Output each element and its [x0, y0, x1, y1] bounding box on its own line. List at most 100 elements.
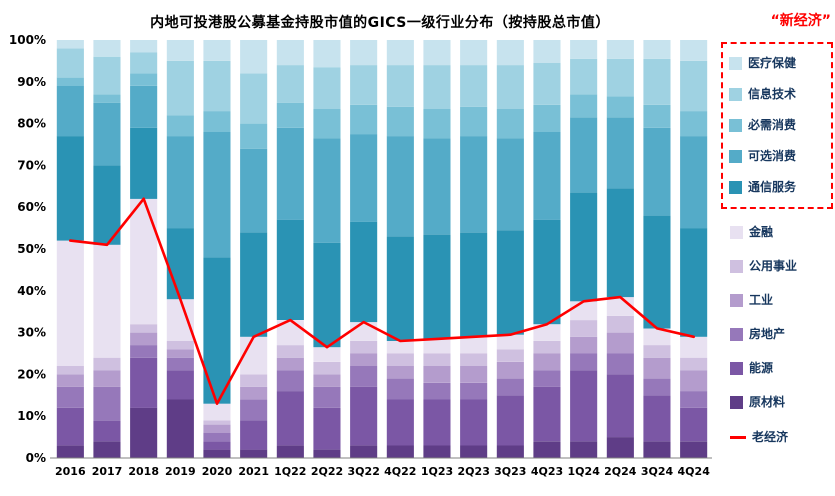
- bar-segment-utilities: [276, 345, 304, 358]
- y-tick-label: 0%: [26, 451, 46, 465]
- bar-segment-cons-staples: [130, 73, 158, 86]
- bar-segment-energy: [56, 407, 84, 446]
- x-category-label: 4Q23: [531, 465, 563, 478]
- bar-segment-utilities: [496, 349, 524, 362]
- bar-segment-financials: [130, 198, 158, 325]
- bar-segment-industrials: [313, 374, 341, 387]
- x-category-label: 2Q22: [311, 465, 343, 478]
- bar-segment-real-estate: [56, 386, 84, 408]
- bar-segment-healthcare: [350, 40, 378, 66]
- bar-segment-financials: [203, 403, 231, 421]
- bar-segment-comm-services: [460, 232, 488, 337]
- bar-segment-industrials: [56, 374, 84, 387]
- y-tick-label: 30%: [17, 326, 46, 340]
- y-tick-label: 60%: [17, 200, 46, 214]
- bar-segment-info-tech: [680, 60, 708, 112]
- bar-segment-real-estate: [93, 386, 121, 421]
- x-category-label: 4Q24: [678, 465, 711, 478]
- x-category-label: 4Q22: [384, 465, 416, 478]
- bar-segment-financials: [350, 322, 378, 341]
- bar-segment-comm-services: [350, 221, 378, 323]
- bar-segment-cons-disc: [496, 138, 524, 231]
- legend-swatch: [730, 362, 743, 375]
- bar-segment-cons-disc: [56, 86, 84, 137]
- bar-segment-industrials: [423, 366, 451, 383]
- bar-segment-cons-disc: [166, 136, 194, 229]
- bar-segment-utilities: [166, 341, 194, 350]
- bar-segment-utilities: [423, 353, 451, 366]
- bar-segment-industrials: [276, 357, 304, 371]
- legend-item: 通信服务: [729, 180, 825, 195]
- legend-label: 通信服务: [748, 180, 797, 194]
- bar-segment-cons-staples: [240, 123, 268, 149]
- chart-title: 内地可投港股公募基金持股市值的GICS一级行业分布（按持股总市值）: [150, 15, 610, 31]
- legend: 医疗保健 信息技术 必需消费 可选消费 通信服务 金融 公用事业 工业 房地产 能源 原材料 老经…: [721, 42, 833, 445]
- bar-segment-info-tech: [423, 65, 451, 109]
- x-category-label: 2019: [165, 465, 196, 478]
- bar-segment-real-estate: [643, 378, 671, 396]
- bar-segment-real-estate: [423, 382, 451, 400]
- bar-segment-info-tech: [533, 63, 561, 105]
- legend-item: 工业: [730, 293, 833, 308]
- bar-segment-info-tech: [643, 58, 671, 105]
- bar-segment-real-estate: [130, 345, 158, 358]
- bar-segment-industrials: [350, 353, 378, 366]
- x-category-label: 2018: [128, 465, 159, 478]
- bar-segment-materials: [313, 449, 341, 458]
- bar-segment-materials: [460, 445, 488, 458]
- bar-segment-materials: [570, 441, 598, 458]
- bar-segment-comm-services: [56, 136, 84, 241]
- bar-segment-energy: [276, 391, 304, 446]
- x-category-label: 3Q24: [641, 465, 674, 478]
- bar-segment-info-tech: [496, 65, 524, 109]
- bar-segment-healthcare: [386, 40, 414, 66]
- bar-segment-industrials: [460, 366, 488, 383]
- bar-segment-cons-staples: [680, 111, 708, 137]
- bar-segment-utilities: [643, 345, 671, 358]
- bar-segment-industrials: [643, 357, 671, 379]
- y-tick-label: 90%: [17, 75, 46, 89]
- bar-segment-cons-disc: [130, 86, 158, 128]
- bar-segment-real-estate: [570, 353, 598, 371]
- bar-segment-info-tech: [276, 65, 304, 103]
- bar-segment-industrials: [386, 366, 414, 379]
- y-tick-label: 40%: [17, 284, 46, 298]
- bar-segment-energy: [533, 386, 561, 442]
- bar-segment-utilities: [240, 374, 268, 387]
- bar-segment-comm-services: [496, 230, 524, 335]
- bar-segment-cons-disc: [606, 117, 634, 189]
- bar-segment-financials: [533, 324, 561, 341]
- bar-segment-cons-disc: [93, 102, 121, 166]
- bar-segment-utilities: [130, 324, 158, 333]
- x-category-label: 3Q23: [494, 465, 526, 478]
- bar-segment-energy: [203, 441, 231, 450]
- legend-swatch: [730, 226, 743, 239]
- bar-segment-comm-services: [130, 127, 158, 199]
- bar-segment-info-tech: [606, 58, 634, 97]
- bar-segment-cons-staples: [386, 106, 414, 137]
- bar-segment-materials: [496, 445, 524, 458]
- bar-segment-materials: [423, 445, 451, 458]
- bar-segment-materials: [166, 399, 194, 458]
- legend-label: 工业: [749, 293, 774, 307]
- legend-item: 公用事业: [730, 259, 833, 274]
- bar-segment-healthcare: [166, 40, 194, 61]
- bar-segment-real-estate: [496, 378, 524, 396]
- bar-segment-real-estate: [460, 382, 488, 400]
- legend-swatch: [730, 328, 743, 341]
- bar-segment-real-estate: [350, 366, 378, 387]
- bar-segment-healthcare: [570, 40, 598, 59]
- bar-segment-comm-services: [570, 192, 598, 302]
- bar-segment-utilities: [680, 357, 708, 371]
- bar-segment-industrials: [680, 370, 708, 392]
- legend-label: 必需消费: [748, 118, 797, 132]
- bar-segment-financials: [460, 336, 488, 354]
- y-tick-label: 100%: [9, 33, 46, 47]
- bar-segment-info-tech: [166, 60, 194, 116]
- bar-segment-materials: [606, 437, 634, 458]
- bar-segment-cons-staples: [276, 102, 304, 128]
- bar-segment-materials: [350, 445, 378, 458]
- bar-segment-industrials: [240, 386, 268, 400]
- bar-segment-utilities: [313, 361, 341, 375]
